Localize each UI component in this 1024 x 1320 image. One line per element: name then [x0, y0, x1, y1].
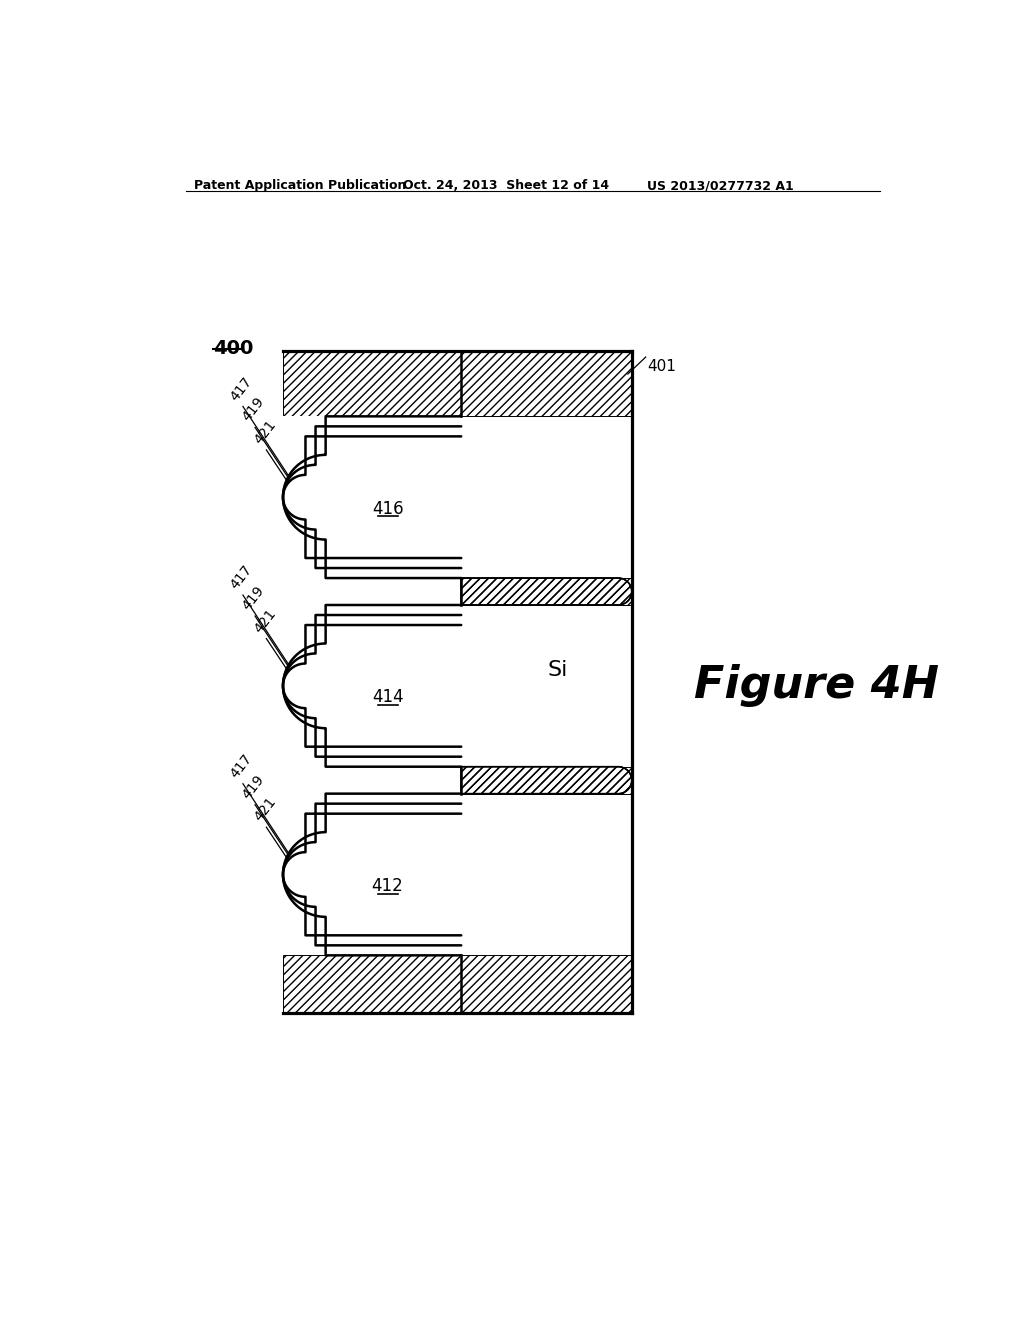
Text: 417: 417 [227, 562, 255, 593]
Text: 421: 421 [251, 417, 279, 447]
Text: 400: 400 [213, 339, 254, 358]
Polygon shape [461, 446, 632, 548]
Polygon shape [461, 767, 632, 793]
Polygon shape [283, 793, 461, 956]
Polygon shape [461, 351, 632, 1014]
Text: 421: 421 [251, 606, 279, 635]
Text: 421: 421 [251, 795, 279, 824]
Text: US 2013/0277732 A1: US 2013/0277732 A1 [647, 180, 794, 193]
Polygon shape [283, 578, 461, 605]
Polygon shape [283, 767, 461, 793]
Polygon shape [461, 578, 632, 605]
Text: 417: 417 [227, 751, 255, 780]
Polygon shape [283, 351, 461, 1014]
Text: Oct. 24, 2013  Sheet 12 of 14: Oct. 24, 2013 Sheet 12 of 14 [403, 180, 609, 193]
Text: 414: 414 [372, 689, 403, 706]
Polygon shape [283, 605, 461, 767]
Text: 419: 419 [240, 395, 267, 424]
Text: 419: 419 [240, 583, 267, 612]
Polygon shape [461, 635, 632, 737]
Polygon shape [461, 824, 632, 925]
Polygon shape [461, 615, 632, 756]
Text: Si: Si [548, 660, 568, 680]
Polygon shape [461, 804, 632, 945]
Text: Figure 4H: Figure 4H [693, 664, 939, 708]
Text: Patent Application Publication: Patent Application Publication [194, 180, 407, 193]
Text: 412: 412 [372, 876, 403, 895]
Polygon shape [461, 426, 632, 568]
Text: 417: 417 [227, 374, 255, 404]
Polygon shape [283, 416, 461, 578]
Text: 401: 401 [647, 359, 676, 374]
Text: 416: 416 [372, 500, 403, 517]
Text: 419: 419 [240, 772, 267, 801]
